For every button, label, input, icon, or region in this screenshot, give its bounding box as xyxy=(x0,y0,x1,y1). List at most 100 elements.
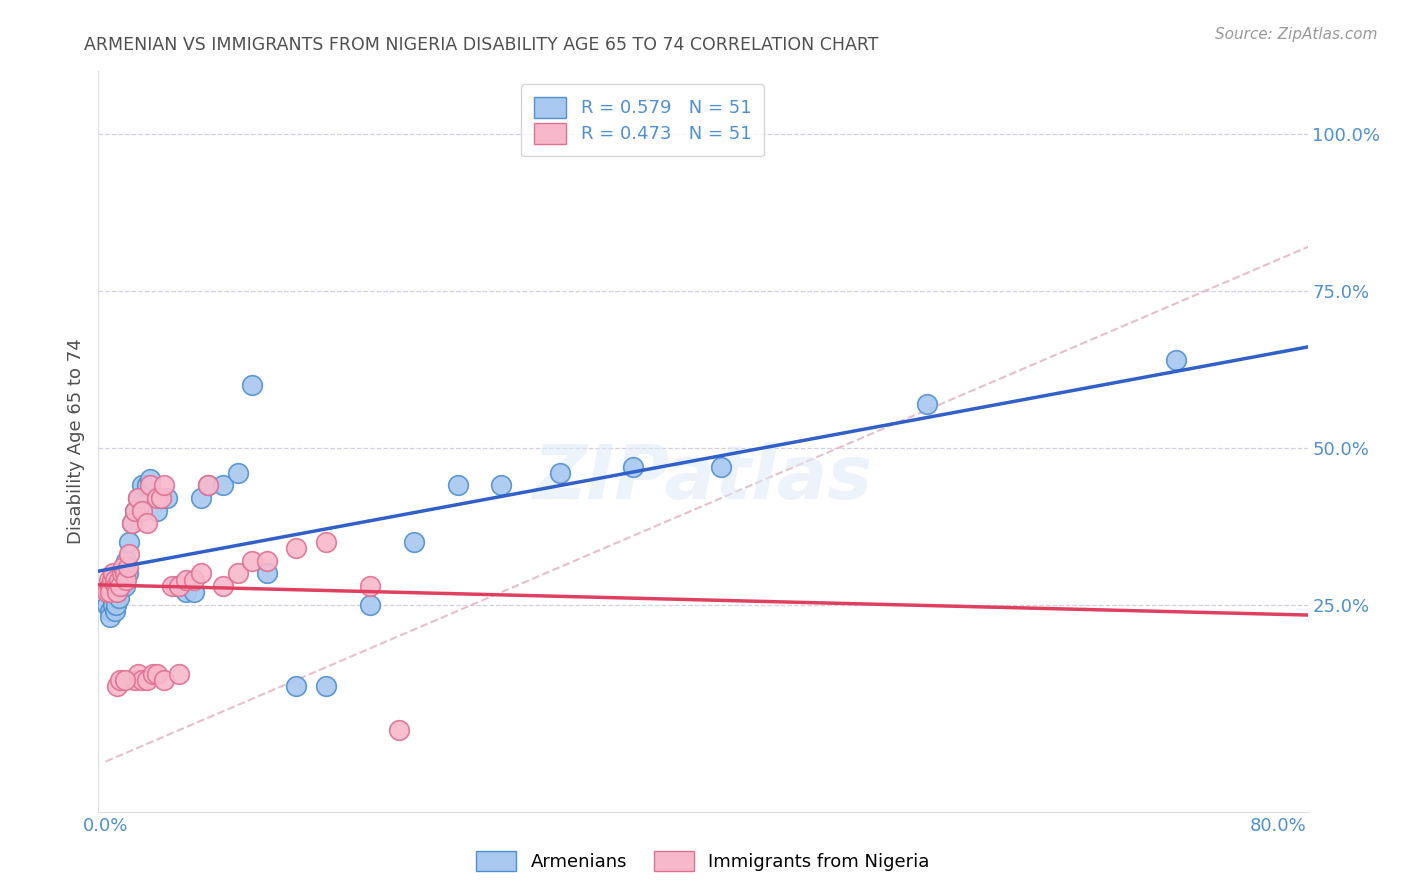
Point xyxy=(96,598,118,612)
Point xyxy=(127,491,149,505)
Point xyxy=(160,579,183,593)
Point xyxy=(100,573,122,587)
Point xyxy=(176,573,198,587)
Legend: R = 0.579   N = 51, R = 0.473   N = 51: R = 0.579 N = 51, R = 0.473 N = 51 xyxy=(522,84,763,156)
Point xyxy=(190,566,212,581)
Point xyxy=(402,535,425,549)
Point xyxy=(111,579,134,593)
Point xyxy=(359,598,381,612)
Point xyxy=(117,566,139,581)
Point xyxy=(98,610,121,624)
Point xyxy=(167,666,190,681)
Point xyxy=(110,579,132,593)
Point xyxy=(118,548,141,562)
Text: ARMENIAN VS IMMIGRANTS FROM NIGERIA DISABILITY AGE 65 TO 74 CORRELATION CHART: ARMENIAN VS IMMIGRANTS FROM NIGERIA DISA… xyxy=(84,36,879,54)
Point xyxy=(124,673,146,687)
Point xyxy=(285,679,308,693)
Point xyxy=(197,478,219,492)
Point xyxy=(108,573,131,587)
Point xyxy=(98,604,121,618)
Point xyxy=(138,478,160,492)
Point xyxy=(446,478,468,492)
Point xyxy=(101,598,124,612)
Point xyxy=(110,673,132,687)
Point xyxy=(135,478,157,492)
Point xyxy=(176,585,198,599)
Point xyxy=(105,591,128,606)
Point xyxy=(183,585,205,599)
Point xyxy=(256,554,278,568)
Point xyxy=(101,566,124,581)
Point xyxy=(212,579,235,593)
Point xyxy=(142,666,165,681)
Point xyxy=(1164,353,1187,368)
Point xyxy=(115,573,138,587)
Point xyxy=(240,378,263,392)
Point xyxy=(114,673,136,687)
Point xyxy=(118,535,141,549)
Point xyxy=(103,573,125,587)
Point xyxy=(135,673,157,687)
Point xyxy=(131,673,153,687)
Point xyxy=(212,478,235,492)
Point xyxy=(315,679,337,693)
Point xyxy=(315,535,337,549)
Point xyxy=(285,541,308,556)
Point xyxy=(135,516,157,530)
Point xyxy=(548,466,571,480)
Point xyxy=(112,566,135,581)
Point xyxy=(110,579,132,593)
Point xyxy=(146,491,169,505)
Point xyxy=(153,673,176,687)
Point xyxy=(190,491,212,505)
Point xyxy=(491,478,513,492)
Point xyxy=(710,459,733,474)
Point xyxy=(138,472,160,486)
Point xyxy=(108,591,131,606)
Point xyxy=(96,585,118,599)
Point xyxy=(107,585,129,599)
Point xyxy=(131,478,153,492)
Point xyxy=(121,516,143,530)
Point xyxy=(127,491,149,505)
Point xyxy=(103,604,125,618)
Point xyxy=(150,491,173,505)
Point xyxy=(359,579,381,593)
Point xyxy=(146,666,169,681)
Text: Source: ZipAtlas.com: Source: ZipAtlas.com xyxy=(1215,27,1378,42)
Point xyxy=(117,560,139,574)
Point xyxy=(101,585,124,599)
Point xyxy=(105,598,128,612)
Point xyxy=(115,554,138,568)
Point xyxy=(197,478,219,492)
Point xyxy=(107,585,129,599)
Point xyxy=(98,585,121,599)
Point xyxy=(183,573,205,587)
Point xyxy=(153,478,176,492)
Point xyxy=(107,679,129,693)
Point xyxy=(226,466,249,480)
Point xyxy=(256,566,278,581)
Point xyxy=(127,666,149,681)
Point xyxy=(156,491,179,505)
Point xyxy=(97,573,120,587)
Point xyxy=(226,566,249,581)
Point xyxy=(121,516,143,530)
Point xyxy=(112,560,135,574)
Point xyxy=(240,554,263,568)
Point xyxy=(915,397,938,411)
Point xyxy=(114,566,136,581)
Legend: Armenians, Immigrants from Nigeria: Armenians, Immigrants from Nigeria xyxy=(470,844,936,879)
Point xyxy=(124,503,146,517)
Point xyxy=(98,579,121,593)
Point xyxy=(150,491,173,505)
Point xyxy=(111,566,134,581)
Point xyxy=(146,503,169,517)
Point xyxy=(105,579,128,593)
Point xyxy=(167,579,190,593)
Point xyxy=(165,579,187,593)
Y-axis label: Disability Age 65 to 74: Disability Age 65 to 74 xyxy=(66,339,84,544)
Point xyxy=(114,579,136,593)
Text: ZIPatlas: ZIPatlas xyxy=(533,442,873,515)
Point xyxy=(100,591,122,606)
